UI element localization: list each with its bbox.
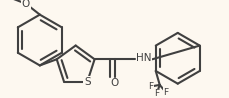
Text: O: O — [110, 78, 119, 88]
Text: F: F — [154, 89, 159, 98]
Text: O: O — [22, 0, 30, 9]
Text: HN: HN — [136, 53, 152, 63]
Text: S: S — [84, 77, 91, 87]
Text: F: F — [163, 88, 168, 97]
Text: F: F — [148, 82, 153, 91]
